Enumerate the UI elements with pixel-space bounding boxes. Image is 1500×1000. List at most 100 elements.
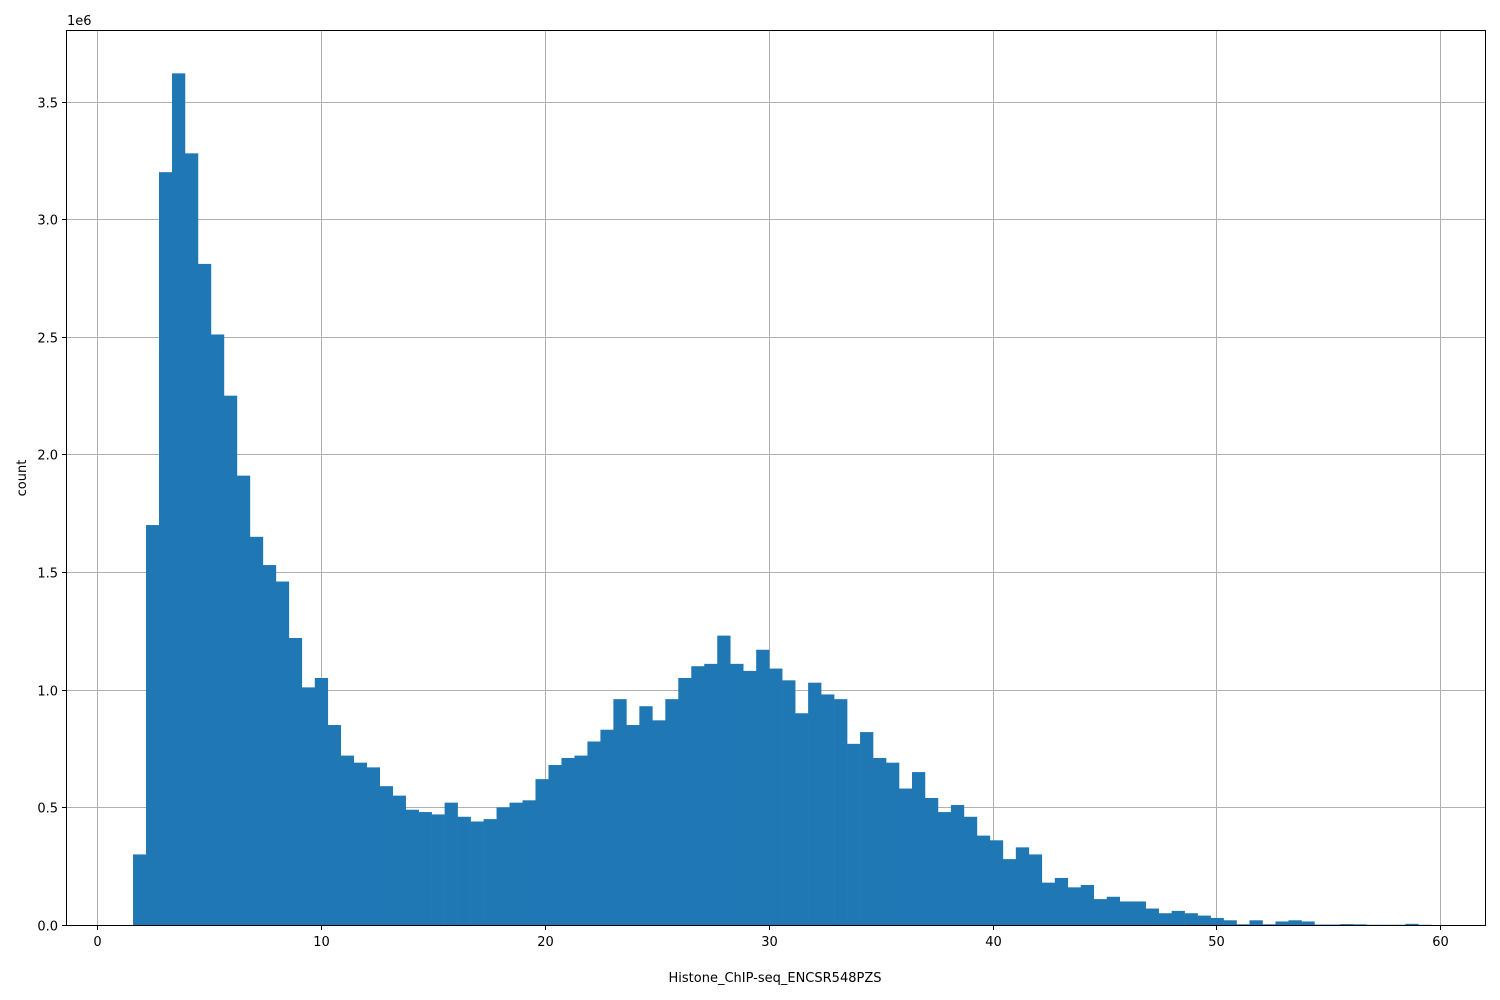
histogram-bar (1093, 899, 1108, 925)
y-tick-label: 3.5 (37, 97, 58, 112)
histogram-bar (834, 699, 848, 925)
histogram-bar (470, 821, 484, 925)
histogram-bar (405, 809, 419, 925)
histogram-bar (1054, 877, 1069, 925)
histogram-bar (236, 475, 251, 925)
histogram-bar (873, 757, 887, 925)
histogram-bar (301, 687, 316, 925)
x-axis-ticks: 0 10 20 30 40 50 60 (93, 925, 1449, 950)
histogram-bar (1145, 908, 1159, 925)
histogram-bar (678, 677, 692, 925)
histogram-bar (483, 819, 497, 925)
histogram-bar (262, 565, 277, 925)
histogram-bar (756, 649, 770, 925)
histogram-bar (1184, 913, 1198, 925)
histogram-bar (924, 797, 939, 925)
histogram-bar (184, 153, 199, 926)
x-tick-label: 10 (313, 935, 330, 950)
histogram-bar (535, 779, 549, 925)
histogram-bar (743, 670, 757, 925)
y-axis-ticks: 0.0 0.5 1.0 1.5 2.0 2.5 3.0 3.5 (37, 97, 67, 935)
histogram-bar (782, 680, 796, 925)
histogram-bar (1028, 854, 1043, 925)
histogram-bar (1275, 921, 1289, 925)
histogram-bar (431, 814, 445, 925)
histogram-bar (1288, 920, 1302, 925)
histogram-bar (548, 765, 562, 925)
y-scale-label: 1e6 (67, 14, 92, 29)
histogram-bar (561, 757, 575, 925)
histogram-bar (1223, 920, 1237, 925)
histogram-bar (444, 802, 458, 925)
bars (133, 73, 1432, 926)
histogram-bar (340, 755, 355, 925)
histogram-bar (392, 795, 406, 925)
y-tick-label: 0.5 (37, 802, 58, 817)
histogram-bar (950, 805, 965, 925)
x-axis-label: Histone_ChIP-seq_ENCSR548PZS (669, 971, 882, 986)
histogram-bar (808, 682, 822, 925)
y-tick-label: 2.0 (37, 449, 58, 464)
histogram-bar (730, 663, 744, 925)
histogram-bar (1340, 924, 1354, 925)
histogram-bar (146, 525, 160, 925)
y-tick-label: 1.0 (37, 685, 58, 700)
histogram-bar (691, 666, 705, 925)
histogram-bar (522, 800, 536, 925)
histogram-bar (1015, 847, 1030, 925)
histogram-bar (1236, 924, 1250, 925)
y-axis-label: count (15, 460, 30, 497)
histogram-bar (327, 725, 342, 925)
histogram-bar (197, 263, 212, 925)
histogram-bar (899, 788, 913, 925)
histogram-bar (171, 73, 186, 926)
histogram-bar (249, 536, 264, 925)
histogram-bar (717, 635, 731, 925)
y-tick-label: 0.0 (37, 920, 58, 935)
histogram-bar (574, 755, 588, 925)
histogram-bar (886, 762, 900, 925)
histogram-bar (1301, 921, 1315, 925)
histogram-bar (1249, 920, 1263, 925)
plot-frame (66, 30, 1486, 926)
histogram-bar (613, 699, 627, 925)
histogram-bar (1132, 901, 1146, 925)
histogram-bar (223, 395, 238, 925)
histogram-bar (133, 854, 147, 925)
grid (67, 31, 1485, 926)
histogram-bar (314, 677, 329, 925)
histogram-bar (366, 767, 380, 925)
histogram-bar (989, 840, 1004, 925)
histogram-bar (976, 835, 991, 925)
histogram-bar (210, 334, 225, 925)
x-tick-label: 40 (985, 935, 1002, 950)
histogram-bar (418, 812, 432, 925)
histogram-bar (353, 762, 368, 925)
histogram-bar (1353, 924, 1367, 925)
histogram-bar (1002, 859, 1017, 925)
histogram-bar (1106, 896, 1120, 925)
histogram-bar (288, 637, 303, 925)
histogram-bar (1158, 913, 1172, 925)
histogram-bar (275, 581, 290, 925)
x-tick-label: 60 (1432, 935, 1449, 950)
histogram-bar (1067, 887, 1082, 925)
histogram-bar (1080, 885, 1095, 925)
histogram-bar (587, 741, 601, 925)
y-tick-label: 1.5 (37, 567, 58, 582)
x-tick-label: 30 (761, 935, 778, 950)
histogram-bar (509, 802, 523, 925)
histogram-bar (1262, 924, 1276, 925)
histogram-bar (1171, 910, 1185, 925)
histogram-bar (639, 706, 653, 925)
histogram-bar (159, 172, 173, 925)
y-tick-label: 2.5 (37, 332, 58, 347)
x-tick-label: 50 (1208, 935, 1225, 950)
x-tick-label: 20 (537, 935, 554, 950)
x-tick-label: 0 (93, 935, 101, 950)
histogram-bar (1041, 882, 1056, 925)
histogram-bar (496, 807, 510, 925)
histogram-bar (769, 668, 783, 925)
histogram-bar (911, 772, 926, 925)
